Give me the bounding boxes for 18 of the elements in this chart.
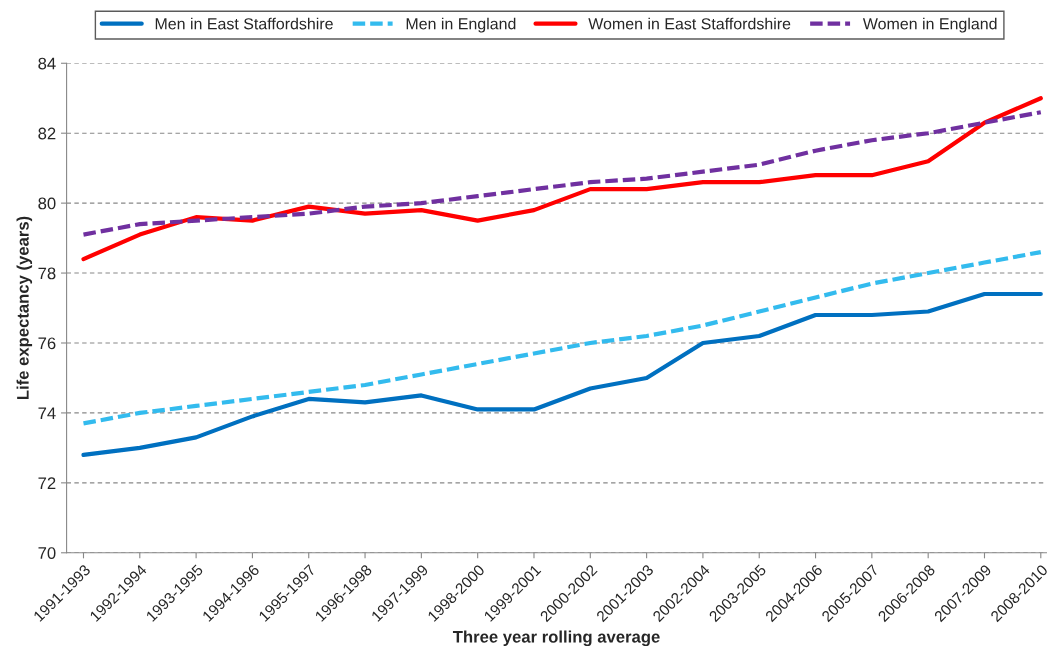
legend-label: Women in East Staffordshire <box>588 17 791 30</box>
y-tick-label: 74 <box>38 407 56 419</box>
y-tick-label: 82 <box>38 127 56 140</box>
y-tick-label: 72 <box>38 477 56 489</box>
y-tick-label: 84 <box>38 57 56 70</box>
legend-label: Women in England <box>862 17 997 33</box>
line-series <box>81 110 1043 237</box>
legend-label: Men in East Staffordshire <box>155 17 333 30</box>
y-tick-label: 70 <box>38 547 56 559</box>
y-tick-label: 80 <box>38 197 56 210</box>
y-tick-label: 76 <box>38 337 56 350</box>
y-axis-title: Life expectancy (years) <box>16 216 33 400</box>
line-series <box>81 249 1043 426</box>
x-axis-title: Three year rolling average <box>452 630 660 647</box>
line-series <box>81 96 1043 262</box>
legend-label: Men in England <box>406 17 516 33</box>
y-tick-label: 78 <box>38 267 56 280</box>
line-series <box>81 291 1043 457</box>
